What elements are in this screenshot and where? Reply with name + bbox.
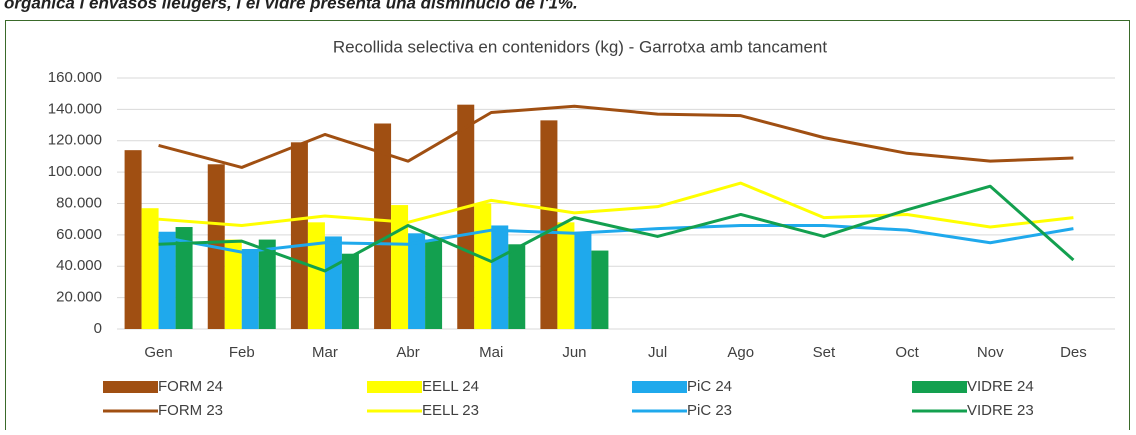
x-tick-label: Abr [396,344,419,361]
x-tick-label: Des [1060,344,1087,361]
y-tick-label: 80.000 [56,194,102,211]
legend-label: EELL 23 [422,402,479,419]
line-series [158,184,1075,273]
legend-label: PiC 24 [687,378,732,395]
y-tick-label: 60.000 [56,226,102,243]
x-tick-label: Set [813,344,836,361]
bar [241,248,259,329]
bar [307,222,325,329]
bar [258,239,276,329]
x-tick-label: Jun [562,344,586,361]
x-tick-label: Feb [229,344,255,361]
legend-swatch [912,381,967,393]
y-tick-label: 140.000 [48,100,102,117]
bar [324,236,342,329]
bar [175,227,193,329]
bar [341,253,359,329]
bar [557,222,575,329]
legend-label: EELL 24 [422,378,479,395]
y-tick-label: 0 [94,320,102,337]
line-series [158,104,1074,169]
bar [425,239,443,329]
legend-label: PiC 23 [687,402,732,419]
bar [540,120,558,329]
bar [124,150,142,329]
y-tick-label: 160.000 [48,69,102,86]
bar [374,123,392,330]
bar [391,205,409,329]
bar [408,233,426,329]
bar [491,225,509,329]
y-tick-label: 20.000 [56,289,102,306]
legend-label: VIDRE 24 [967,378,1034,395]
legend-swatch [632,381,687,393]
x-tick-label: Mar [312,344,338,361]
line-series [158,223,1074,254]
bar [474,203,492,329]
legend-swatch [103,381,158,393]
bar [591,250,609,329]
x-tick-label: Mai [479,344,503,361]
x-tick-label: Oct [895,344,919,361]
legend-label: FORM 23 [158,402,223,419]
bar [574,231,592,329]
x-tick-label: Gen [144,344,172,361]
bar [224,239,242,329]
bar [290,142,308,329]
x-tick-label: Ago [727,344,754,361]
legend-label: FORM 24 [158,378,223,395]
x-tick-label: Jul [648,344,667,361]
y-tick-label: 100.000 [48,163,102,180]
caption: orgànica i envasos lleugers, i el vidre … [4,0,578,12]
line-series [158,181,1074,229]
y-tick-label: 120.000 [48,132,102,149]
bar [508,244,526,329]
bar [141,208,159,329]
x-tick-label: Nov [977,344,1004,361]
y-tick-label: 40.000 [56,257,102,274]
bar [457,104,475,329]
legend-swatch [367,381,422,393]
legend-label: VIDRE 23 [967,402,1034,419]
bar [158,231,176,329]
chart-title: Recollida selectiva en contenidors (kg) … [333,37,827,56]
